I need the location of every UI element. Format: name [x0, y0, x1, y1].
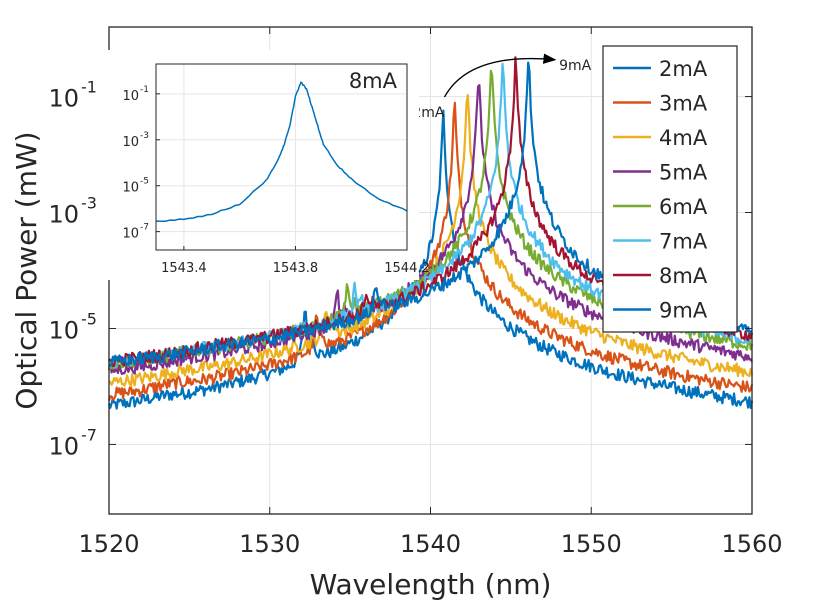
inset-frame — [155, 63, 408, 251]
x-axis-title: Wavelength (nm) — [310, 568, 552, 601]
legend-label: 9mA — [659, 299, 708, 323]
legend-label: 5mA — [659, 161, 708, 185]
legend-box — [602, 45, 738, 333]
legend-label: 4mA — [659, 126, 708, 150]
legend-label: 3mA — [659, 92, 708, 116]
series-line-2mA — [107, 109, 754, 410]
y-tick-label: 10 — [48, 201, 79, 229]
series-line-3mA — [107, 101, 754, 402]
inset-spectrum-line — [155, 81, 408, 222]
annotation-start: 2mA — [412, 105, 445, 121]
inset-title: 8mA — [349, 69, 398, 93]
y-tick-exponent: -3 — [81, 194, 97, 213]
inset-x-tick-label: 1543.4 — [161, 261, 207, 276]
inset-y-tick-label: 10 — [122, 89, 139, 104]
annotations-group: 2mA 9mA — [412, 53, 592, 121]
inset-y-tick-exponent: -1 — [140, 85, 149, 95]
legend: 2mA 3mA 4mA 5mA 6mA 7mA 8mA 9mA — [602, 45, 738, 333]
inset-background — [108, 50, 419, 280]
inset-x-tick-label: 1543.8 — [273, 261, 319, 276]
legend-label: 6mA — [659, 195, 708, 219]
x-tick-label: 1530 — [239, 530, 300, 558]
current-sweep-arrow — [443, 53, 557, 98]
x-tick-label: 1550 — [561, 530, 622, 558]
legend-label: 8mA — [659, 264, 708, 288]
inset-y-tick-label: 10 — [122, 227, 139, 242]
y-axis-title: Optical Power (mW) — [10, 131, 43, 409]
annotation-end: 9mA — [559, 58, 592, 74]
x-tick-label: 1520 — [78, 530, 139, 558]
y-tick-exponent: -5 — [81, 309, 97, 328]
y-tick-label: 10 — [48, 85, 79, 113]
legend-label: 2mA — [659, 57, 708, 81]
inset-y-tick-exponent: -5 — [140, 177, 149, 187]
inset-y-tick-label: 10 — [122, 135, 139, 150]
inset-x-tick-label: 1544.2 — [384, 261, 430, 276]
inset-y-tick-exponent: -3 — [140, 131, 149, 141]
y-tick-label: 10 — [48, 432, 79, 460]
inset-y-tick-label: 10 — [122, 181, 139, 196]
y-tick-label: 10 — [48, 316, 79, 344]
inset-y-tick-exponent: -7 — [140, 223, 149, 233]
y-tick-exponent: -7 — [81, 425, 97, 444]
x-tick-label: 1560 — [721, 530, 782, 558]
x-tick-label: 1540 — [400, 530, 461, 558]
y-tick-exponent: -1 — [81, 78, 97, 97]
legend-label: 7mA — [659, 230, 708, 254]
